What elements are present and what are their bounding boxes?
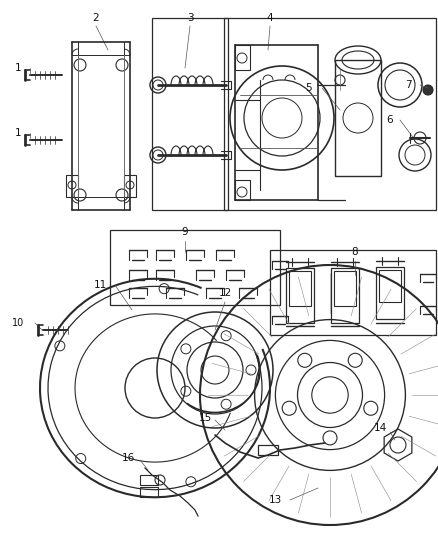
- Bar: [224, 18, 436, 210]
- Circle shape: [423, 85, 433, 95]
- Text: 15: 15: [198, 413, 212, 423]
- Bar: [258, 445, 278, 455]
- Text: 16: 16: [121, 453, 134, 463]
- Text: 8: 8: [352, 247, 358, 257]
- Text: 9: 9: [182, 227, 188, 237]
- Bar: [140, 487, 158, 497]
- Bar: [376, 267, 404, 319]
- Text: 2: 2: [93, 13, 99, 23]
- Bar: [289, 271, 311, 306]
- Text: 4: 4: [267, 13, 273, 23]
- Bar: [286, 268, 314, 323]
- Bar: [270, 250, 436, 335]
- Text: 11: 11: [93, 280, 106, 290]
- Bar: [124, 175, 136, 197]
- Text: 14: 14: [373, 423, 387, 433]
- Text: 13: 13: [268, 495, 282, 505]
- Bar: [235, 45, 250, 70]
- Bar: [335, 60, 381, 176]
- Bar: [140, 475, 158, 485]
- Text: 5: 5: [305, 83, 311, 93]
- Bar: [379, 270, 401, 302]
- Text: 7: 7: [405, 80, 411, 90]
- Bar: [110, 230, 280, 305]
- Text: 6: 6: [387, 115, 393, 125]
- Text: 3: 3: [187, 13, 193, 23]
- Bar: [334, 271, 356, 306]
- Text: 12: 12: [219, 288, 232, 298]
- Text: 10: 10: [12, 318, 24, 328]
- Bar: [235, 180, 250, 200]
- Text: 1: 1: [15, 128, 21, 138]
- Bar: [66, 175, 78, 197]
- Bar: [331, 268, 359, 323]
- Bar: [152, 18, 228, 210]
- Text: 1: 1: [15, 63, 21, 73]
